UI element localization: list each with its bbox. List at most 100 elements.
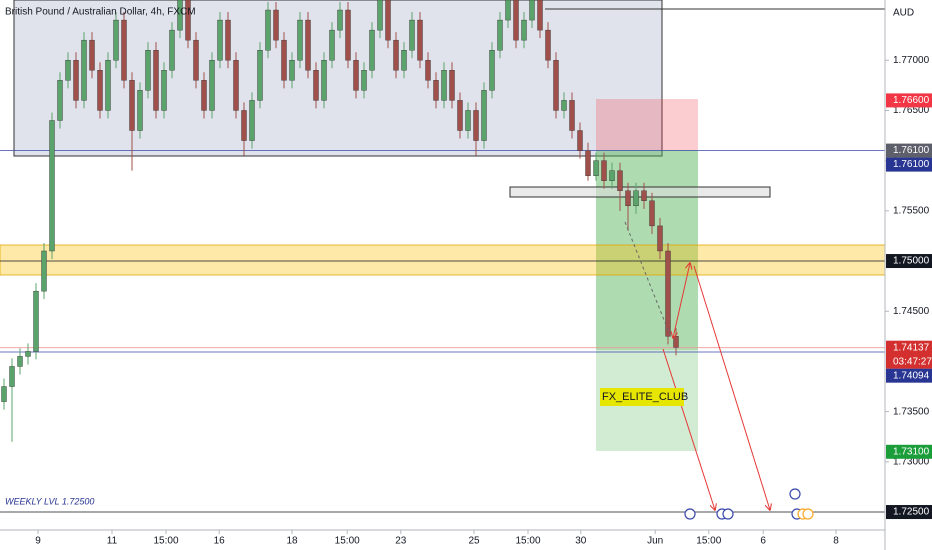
candle-body	[137, 90, 143, 131]
candle-body	[449, 70, 455, 101]
y-tick-label: 1.75500	[893, 205, 930, 216]
price-badge	[886, 93, 932, 108]
candle-body	[617, 170, 623, 191]
event-icon[interactable]	[802, 508, 814, 520]
candle-body	[441, 70, 447, 101]
candle-body	[521, 19, 527, 41]
candle-body	[241, 110, 247, 141]
price-badge-label: 1.76600	[893, 95, 930, 106]
price-badge-label: 1.74137	[893, 342, 930, 353]
candle-body	[433, 80, 439, 101]
candle-body	[321, 60, 327, 101]
candle-body	[305, 19, 311, 71]
arrow	[693, 265, 770, 510]
candle-body	[425, 60, 431, 81]
candle-body	[385, 0, 391, 41]
candle-body	[233, 60, 239, 111]
candle-body	[377, 0, 383, 31]
candle-body	[641, 190, 647, 201]
y-tick-label: 1.73000	[893, 456, 930, 467]
supply-band	[0, 244, 886, 276]
time-axis-bg	[0, 530, 885, 550]
candle-body	[369, 29, 375, 71]
x-tick-label: 11	[107, 536, 118, 547]
annotation: WEEKLY LVL 1.72500	[5, 496, 94, 506]
candle-body	[561, 100, 567, 111]
price-badge	[886, 505, 932, 520]
candle-body	[129, 80, 135, 131]
annotation: FX_ELITE_CLUB	[602, 391, 688, 403]
price-badge	[886, 444, 932, 459]
price-badge	[886, 157, 932, 172]
x-tick-label: 16	[214, 536, 226, 547]
small-box	[509, 186, 771, 198]
candle-body	[393, 39, 399, 71]
candle-body	[209, 60, 215, 111]
event-icon[interactable]	[684, 508, 696, 520]
candle-body	[201, 80, 207, 111]
y-tick-label: 1.74500	[893, 306, 930, 317]
candle-body	[361, 70, 367, 91]
countdown: 03:47:27	[893, 356, 932, 367]
candle-body	[529, 0, 535, 21]
candle-body	[25, 351, 31, 357]
candle-body	[553, 60, 559, 111]
candle-body	[217, 19, 223, 61]
x-tick-label: 6	[760, 536, 766, 547]
candle-body	[345, 9, 351, 61]
candle-body	[273, 9, 279, 41]
arrow	[662, 348, 715, 510]
candle-body	[33, 290, 39, 352]
candle-body	[97, 70, 103, 111]
candle-body	[73, 60, 79, 101]
candle-body	[625, 190, 631, 207]
stop-zone	[596, 99, 698, 150]
candle-body	[105, 60, 111, 111]
price-badge-label: 1.76100	[893, 159, 930, 170]
candle-body	[121, 19, 127, 81]
candle-body	[409, 19, 415, 51]
price-badge	[886, 254, 932, 269]
candle-body	[281, 39, 287, 81]
price-badge	[886, 368, 932, 383]
candle-body	[289, 60, 295, 81]
price-badge	[886, 143, 932, 158]
candle-body	[569, 100, 575, 131]
event-icon[interactable]	[722, 508, 734, 520]
candle-body	[153, 49, 159, 111]
candle-body	[401, 49, 407, 71]
candle-body	[49, 120, 55, 252]
candle-body	[249, 100, 255, 141]
event-icon[interactable]	[789, 488, 801, 500]
candle-body	[593, 160, 599, 176]
arrow	[673, 263, 690, 338]
candle-body	[465, 110, 471, 131]
price-badge	[886, 340, 932, 369]
price-badge-label: 1.75000	[893, 256, 930, 267]
chart-title: British Pound / Australian Dollar, 4h, F…	[5, 7, 196, 18]
candle-body	[537, 0, 543, 31]
candle-body	[17, 356, 23, 367]
x-tick-label: 23	[395, 536, 407, 547]
candle-body	[609, 170, 615, 181]
candle-body	[161, 70, 167, 111]
candle-body	[577, 130, 583, 151]
dashed-path	[624, 221, 671, 336]
candle-body	[297, 19, 303, 61]
label-bg	[600, 388, 684, 406]
candle-body	[657, 225, 663, 252]
candle-body	[185, 0, 191, 41]
candle-body	[545, 29, 551, 61]
price-axis-bg	[885, 0, 932, 550]
candle-body	[513, 0, 519, 41]
candle-body	[65, 60, 71, 81]
candle-body	[225, 19, 231, 61]
candle-body	[169, 29, 175, 71]
candle-body	[9, 366, 15, 387]
x-tick-label: 9	[35, 536, 41, 547]
x-tick-label: 30	[575, 536, 587, 547]
y-tick-label: 1.77000	[893, 55, 930, 66]
price-badge-label: 1.74094	[893, 370, 930, 381]
x-tick-label: 25	[468, 536, 480, 547]
